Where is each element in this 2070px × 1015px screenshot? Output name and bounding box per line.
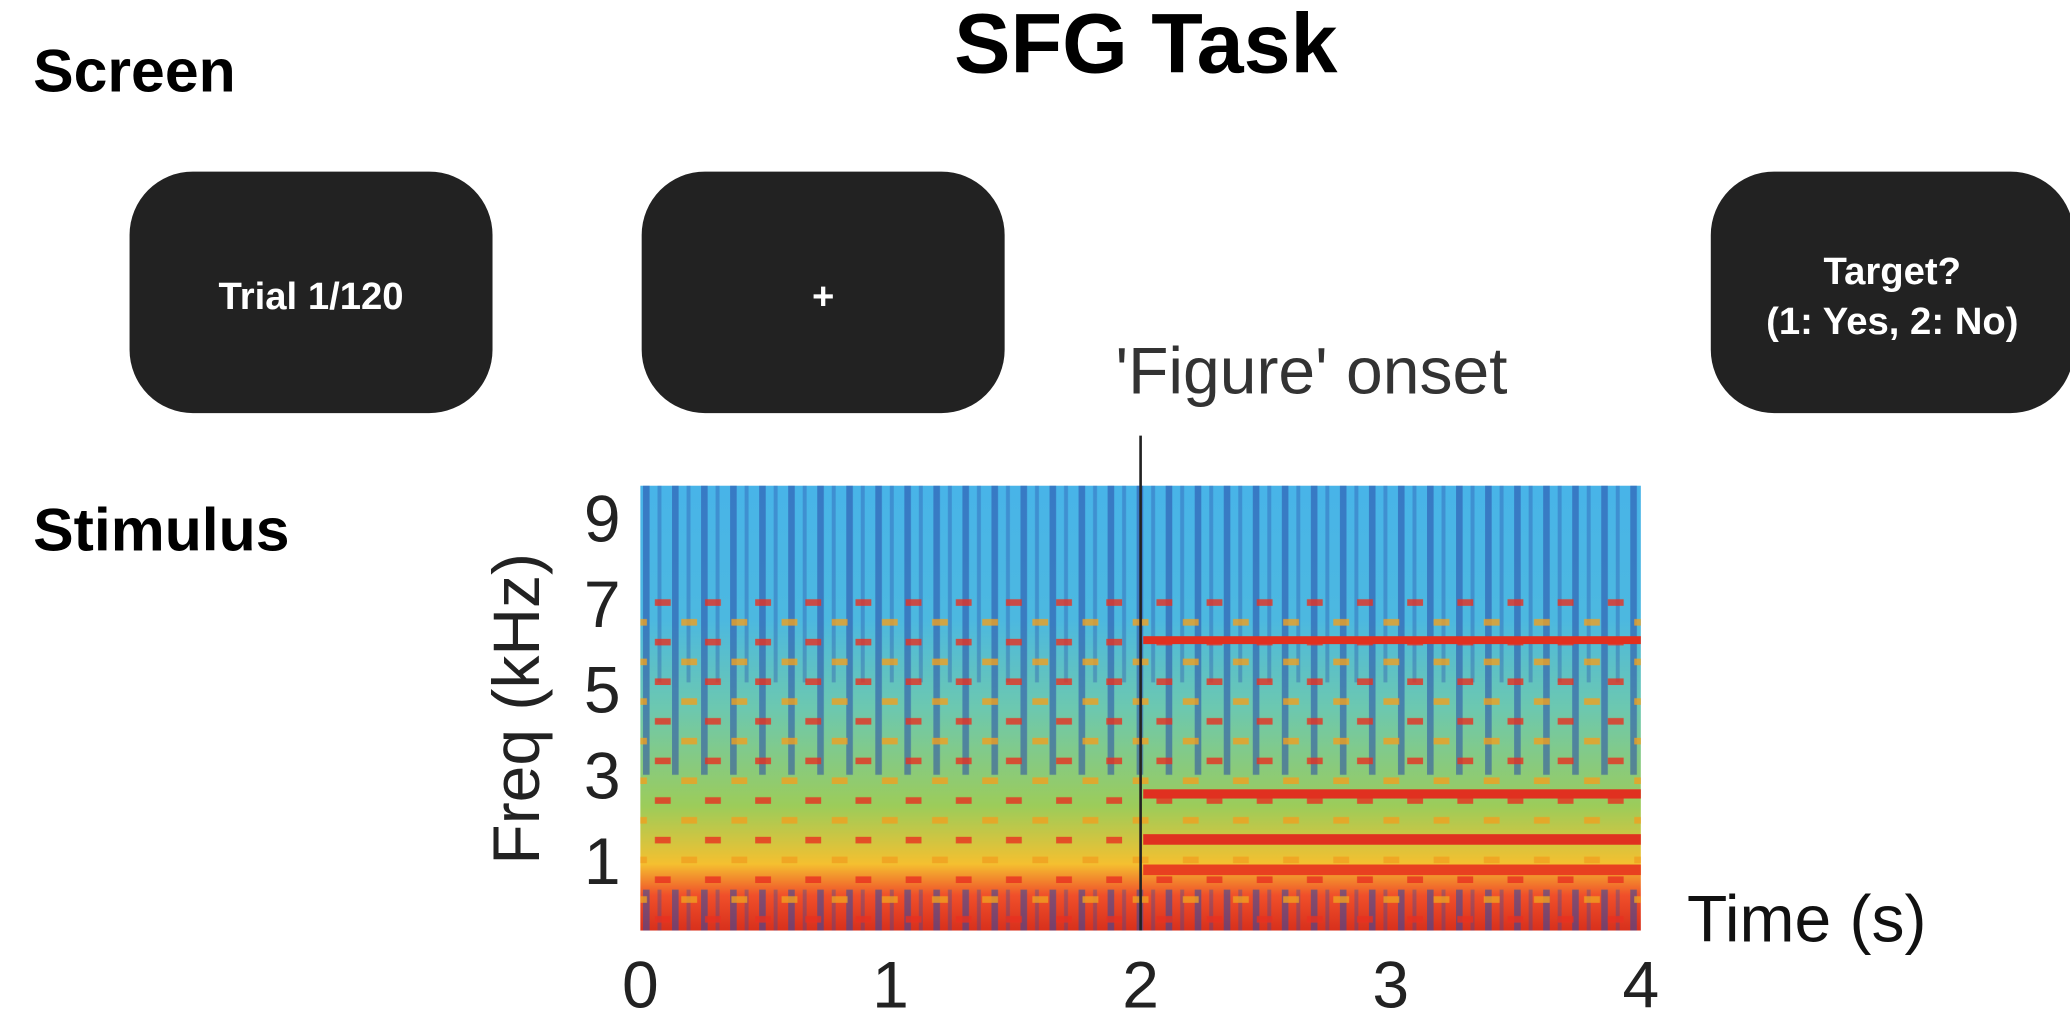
y-tick-label: 9	[584, 482, 621, 556]
x-tick-label: 0	[622, 947, 659, 1015]
figure-band	[1143, 864, 1641, 876]
figure-band	[1143, 834, 1641, 845]
screen-text: Trial 1/120	[218, 275, 403, 318]
screen	[641, 171, 1005, 414]
screen-text: (1: Yes, 2: No)	[1766, 300, 2018, 343]
y-tick-label: 1	[584, 824, 621, 898]
x-tick-label: 4	[1622, 947, 1659, 1015]
section-label: Screen	[33, 36, 235, 104]
x-tick-label: 3	[1372, 947, 1409, 1015]
section-label: Stimulus	[33, 496, 289, 564]
figure-band	[1143, 789, 1641, 799]
y-axis-label: Freq (kHz)	[479, 553, 553, 865]
screens: Trial 1/120 + Target? (1: Yes, 2: No)	[129, 171, 2070, 414]
title: SFG Task	[954, 0, 1338, 90]
y-tick-label: 7	[584, 567, 621, 641]
screen	[1710, 171, 2070, 414]
screen-text: +	[812, 275, 834, 318]
figure-band	[1143, 636, 1641, 645]
x-tick-label: 2	[1122, 947, 1159, 1015]
annotation: 'Figure' onset	[1116, 334, 1508, 408]
screen	[129, 171, 493, 414]
x-axis-label: Time (s)	[1687, 881, 1926, 955]
screen-text: Target?	[1824, 250, 1961, 293]
x-tick-label: 1	[872, 947, 909, 1015]
y-tick-label: 3	[584, 738, 621, 812]
y-tick-label: 5	[584, 653, 621, 727]
